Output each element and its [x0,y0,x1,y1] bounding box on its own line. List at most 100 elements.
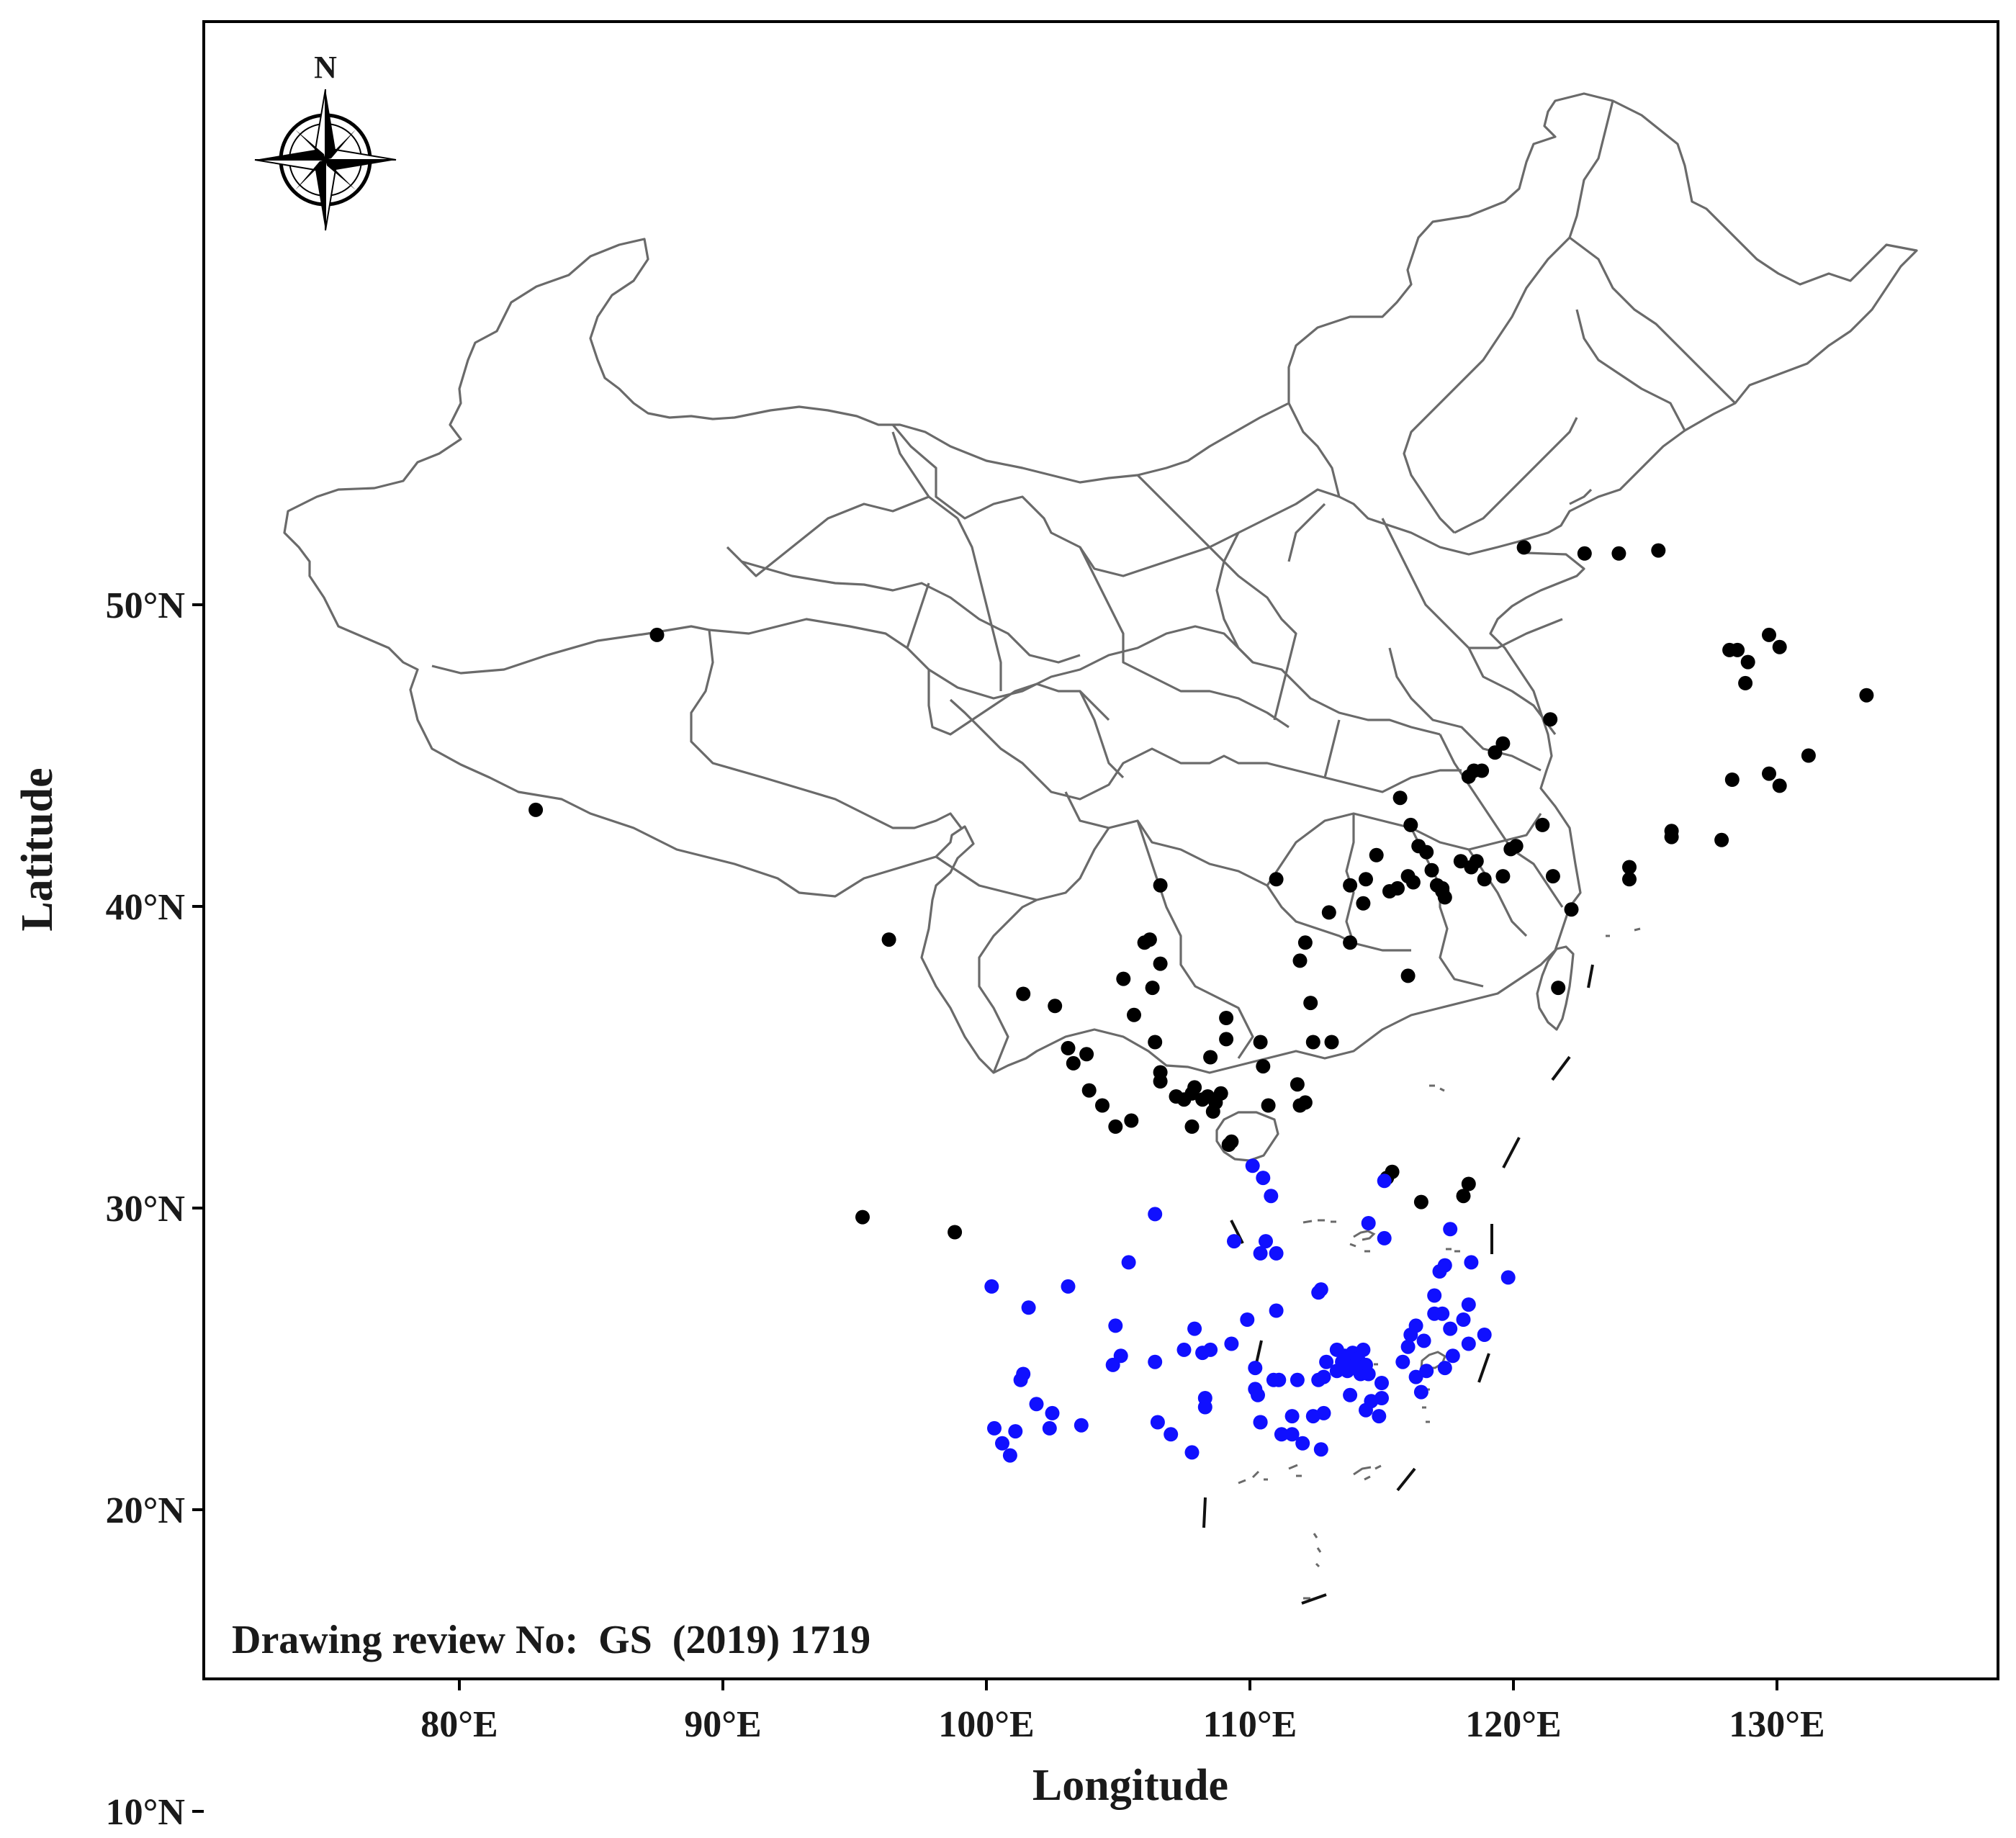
south-site-point [1419,1364,1434,1379]
x-tick-label: 90°E [684,1704,761,1745]
north-site-point [1535,817,1550,832]
south-site-point [995,1436,1009,1451]
south-site-point [1464,1255,1479,1270]
south-site-point [1148,1207,1163,1222]
x-axis: 80°E 90°E 100°E 110°E 120°E 130°E [420,1679,1825,1745]
north-site-point [1369,847,1384,862]
north-site-point [1203,1050,1218,1065]
south-site-point [1002,1448,1017,1463]
north-site-point [1390,880,1405,896]
south-site-point [1361,1216,1376,1230]
south-site-point [1461,1336,1476,1351]
north-site-point [881,932,896,947]
north-site-point [1256,1059,1271,1074]
north-site-point [1714,832,1729,847]
north-site-point [1400,968,1416,983]
north-site-point [1772,778,1787,793]
south-site-point [1259,1234,1273,1249]
south-site-point [1184,1445,1200,1460]
north-site-point [1738,675,1753,690]
south-site-point [1377,1173,1392,1189]
north-site-point [1253,1035,1268,1050]
south-site-point [1269,1303,1284,1318]
north-arrow-icon [254,89,397,231]
sample-points [528,540,1874,1463]
south-site-point [1413,1384,1428,1400]
south-site-point [1372,1409,1387,1424]
north-site-point [1424,862,1439,878]
north-site-point [1801,748,1816,763]
south-site-point [1187,1321,1202,1336]
south-site-point [1272,1372,1287,1387]
south-site-point [1108,1318,1123,1333]
south-site-point [1061,1279,1076,1294]
south-site-point [1042,1420,1057,1436]
north-site-point [1456,1189,1471,1204]
north-site-point [1153,1074,1168,1089]
south-site-point [1045,1405,1060,1420]
south-site-point [1374,1391,1389,1405]
north-site-point [1145,981,1160,996]
drawing-review-number: Drawing review No: GS (2019) 1719 [232,1618,870,1662]
north-site-point [1343,878,1358,893]
south-site-point [1176,1342,1192,1357]
north-site-point [1724,772,1740,787]
north-site-point [1303,996,1318,1011]
north-site-point [1269,872,1284,887]
south-site-point [1408,1369,1423,1384]
north-site-point [1413,1194,1428,1209]
north-site-point [1772,639,1787,654]
north-site-point [1859,688,1874,703]
north-site-point [1508,839,1524,854]
north-site-point [1095,1098,1110,1113]
south-site-point [1313,1282,1328,1297]
north-site-point [1142,932,1157,947]
south-site-point [1284,1409,1300,1424]
north-site-point [1577,546,1592,561]
south-site-point [1395,1354,1410,1369]
south-site-point [1443,1222,1458,1237]
south-site-point [1121,1255,1136,1270]
north-site-point [1469,854,1484,869]
north-site-point [1292,953,1308,968]
north-site-point [1762,627,1776,642]
x-tick-label: 100°E [938,1704,1034,1745]
south-site-point [1290,1372,1305,1387]
north-site-point [1066,1055,1081,1071]
north-site-point [1219,1011,1234,1025]
north-site-point [1124,1113,1139,1128]
north-site-point [1405,875,1421,890]
south-site-point [1437,1258,1452,1273]
x-tick-label: 130°E [1729,1704,1824,1745]
north-site-point [1305,1035,1320,1050]
south-site-point [1240,1312,1255,1327]
north-site-point [1403,817,1418,832]
south-site-point [1284,1427,1300,1442]
y-tick-label: 10°N [106,1792,185,1833]
north-site-point [1184,1119,1200,1134]
north-site-point [1153,956,1168,971]
north-site-point [1564,902,1579,917]
south-site-point [1295,1436,1310,1451]
north-site-point [1475,763,1490,778]
north-site-point [1108,1119,1123,1134]
south-site-point [1074,1418,1089,1433]
south-site-point [1269,1245,1284,1261]
north-site-point [1551,981,1566,996]
north-site-point [1622,860,1637,875]
north-site-point [1495,736,1511,751]
north-site-point [1516,540,1531,555]
y-axis: 50°N 40°N 30°N 20°N 10°N [106,585,204,1833]
north-site-point [1079,1047,1094,1062]
north-site-point [1321,905,1336,920]
north-site-point [1297,935,1313,950]
north-label: N [314,50,337,85]
south-site-point [1377,1230,1392,1245]
south-site-point [1150,1415,1165,1430]
south-site-point [1316,1369,1331,1384]
south-site-point [1477,1328,1492,1342]
south-site-point [1148,1354,1163,1369]
south-site-point [1008,1424,1023,1439]
south-site-point [1319,1354,1334,1369]
